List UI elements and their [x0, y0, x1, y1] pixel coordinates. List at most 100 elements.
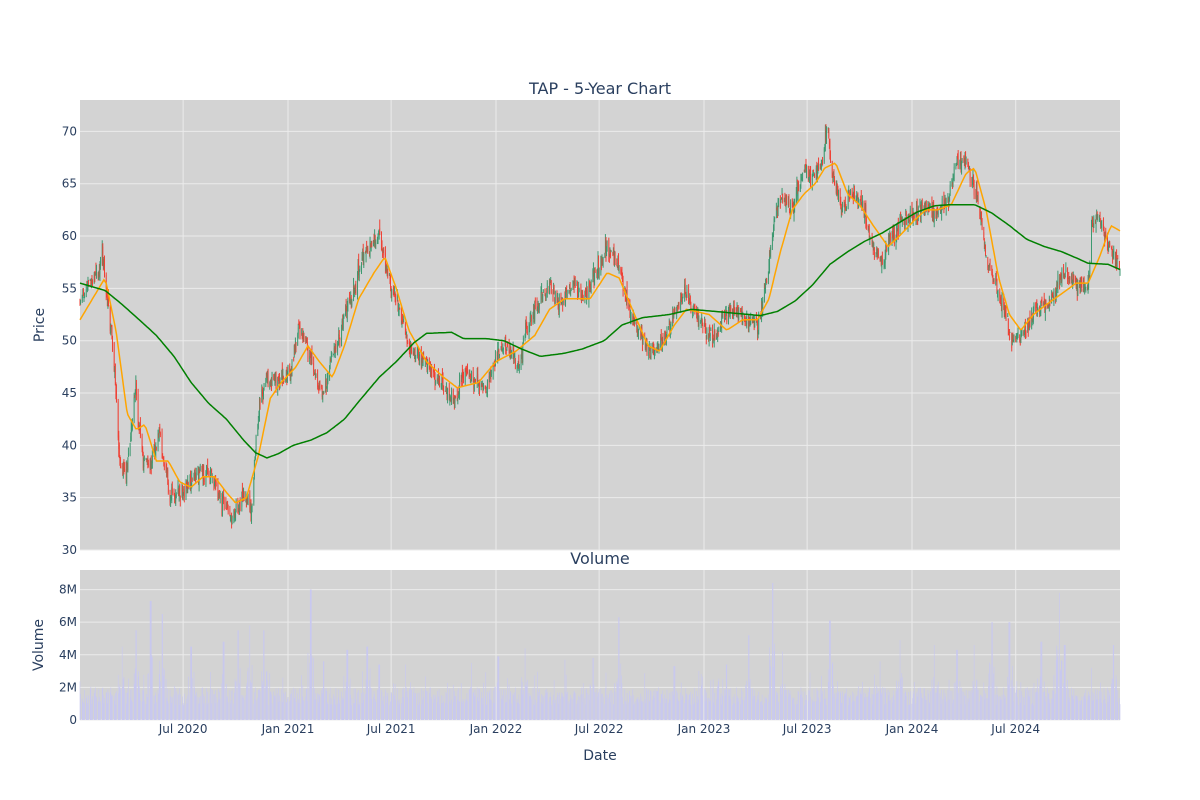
candle-body	[682, 297, 684, 299]
volume-bar	[381, 689, 382, 720]
volume-bar	[393, 683, 394, 720]
volume-bar	[374, 699, 376, 720]
candle-body	[628, 301, 630, 309]
candle-body	[733, 305, 734, 314]
candle-body	[161, 431, 163, 451]
volume-bar	[503, 689, 504, 720]
candle-body	[481, 383, 483, 386]
volume-bar	[929, 703, 930, 720]
candle-body	[1011, 337, 1013, 346]
volume-bar	[586, 693, 588, 720]
candle-body	[350, 297, 352, 303]
volume-bar	[668, 693, 670, 720]
candle-body	[415, 357, 417, 362]
volume-bar	[1085, 689, 1087, 720]
volume-bar	[266, 671, 267, 720]
candle-body	[526, 331, 528, 333]
volume-bar	[318, 702, 320, 720]
candle-body	[1099, 215, 1101, 218]
candle-body	[165, 465, 167, 468]
candle-body	[221, 493, 223, 512]
candle-body	[654, 352, 655, 358]
volume-bar	[510, 692, 512, 720]
candle-body	[189, 474, 191, 489]
candle-body	[561, 302, 562, 304]
volume-bar	[375, 701, 377, 720]
volume-bar	[182, 696, 183, 720]
volume-bar	[537, 695, 539, 720]
volume-bar	[345, 690, 346, 720]
candle-body	[656, 342, 658, 353]
candle-body	[744, 316, 746, 321]
candle-body	[1019, 342, 1021, 345]
candle-body	[426, 357, 428, 371]
candle-body	[235, 511, 236, 515]
candle-body	[489, 371, 491, 377]
volume-bar	[1035, 692, 1036, 720]
volume-bar	[654, 689, 656, 720]
candle-body	[338, 334, 340, 343]
candle-body	[173, 493, 175, 496]
candle-body	[644, 339, 646, 349]
candle-body	[342, 316, 344, 329]
candle-body	[772, 237, 773, 247]
candle-body	[830, 154, 831, 161]
volume-bar	[239, 668, 241, 720]
candle-body	[331, 354, 333, 356]
candle-body	[140, 424, 141, 436]
volume-bar	[117, 674, 119, 720]
volume-bar	[382, 700, 383, 720]
candle-body	[1027, 321, 1029, 332]
volume-bar	[142, 690, 144, 720]
volume-bar	[130, 689, 132, 720]
volume-bar	[438, 689, 440, 720]
candle-body	[347, 299, 349, 312]
volume-bar	[1041, 641, 1043, 720]
candle-body	[741, 308, 742, 316]
volume-bar	[223, 641, 225, 720]
volume-bar	[688, 694, 690, 720]
candle-body	[985, 247, 986, 257]
volume-bar	[649, 700, 651, 720]
volume-bar	[251, 665, 253, 720]
candle-body	[393, 286, 394, 295]
volume-bar	[413, 692, 414, 720]
candle-body	[968, 162, 969, 168]
candle-body	[961, 165, 962, 172]
candle-body	[241, 491, 243, 507]
volume-bar	[572, 699, 574, 720]
volume-bar	[263, 630, 265, 720]
volume-bar	[968, 701, 969, 720]
candle-body	[522, 345, 524, 362]
volume-bar	[398, 699, 400, 720]
candle-body	[334, 345, 336, 354]
volume-bar	[95, 687, 96, 720]
candle-body	[570, 291, 572, 293]
volume-bar	[594, 691, 596, 720]
candle-body	[169, 493, 171, 503]
volume-bar	[121, 646, 123, 720]
candle-body	[999, 298, 1001, 302]
volume-bar	[705, 692, 707, 720]
volume-bar	[732, 704, 733, 720]
candle-body	[357, 263, 359, 274]
volume-bar	[150, 600, 151, 720]
x-tick-label: Jul 2024	[990, 722, 1040, 736]
volume-bar	[213, 694, 215, 720]
candle-body	[578, 288, 579, 298]
volume-bar	[972, 680, 974, 720]
volume-bar	[839, 690, 841, 720]
volume-bar	[471, 662, 472, 720]
volume-bar	[144, 700, 145, 720]
candle-body	[696, 316, 698, 320]
candle-body	[231, 517, 232, 523]
volume-bar	[588, 694, 590, 720]
candle-body	[780, 201, 781, 204]
candle-body	[1079, 282, 1080, 286]
volume-bar	[214, 702, 216, 720]
volume-bar	[894, 699, 895, 720]
candle-body	[141, 436, 143, 450]
candle-body	[889, 232, 891, 244]
candle-body	[442, 379, 444, 386]
volume-bar	[520, 689, 522, 720]
